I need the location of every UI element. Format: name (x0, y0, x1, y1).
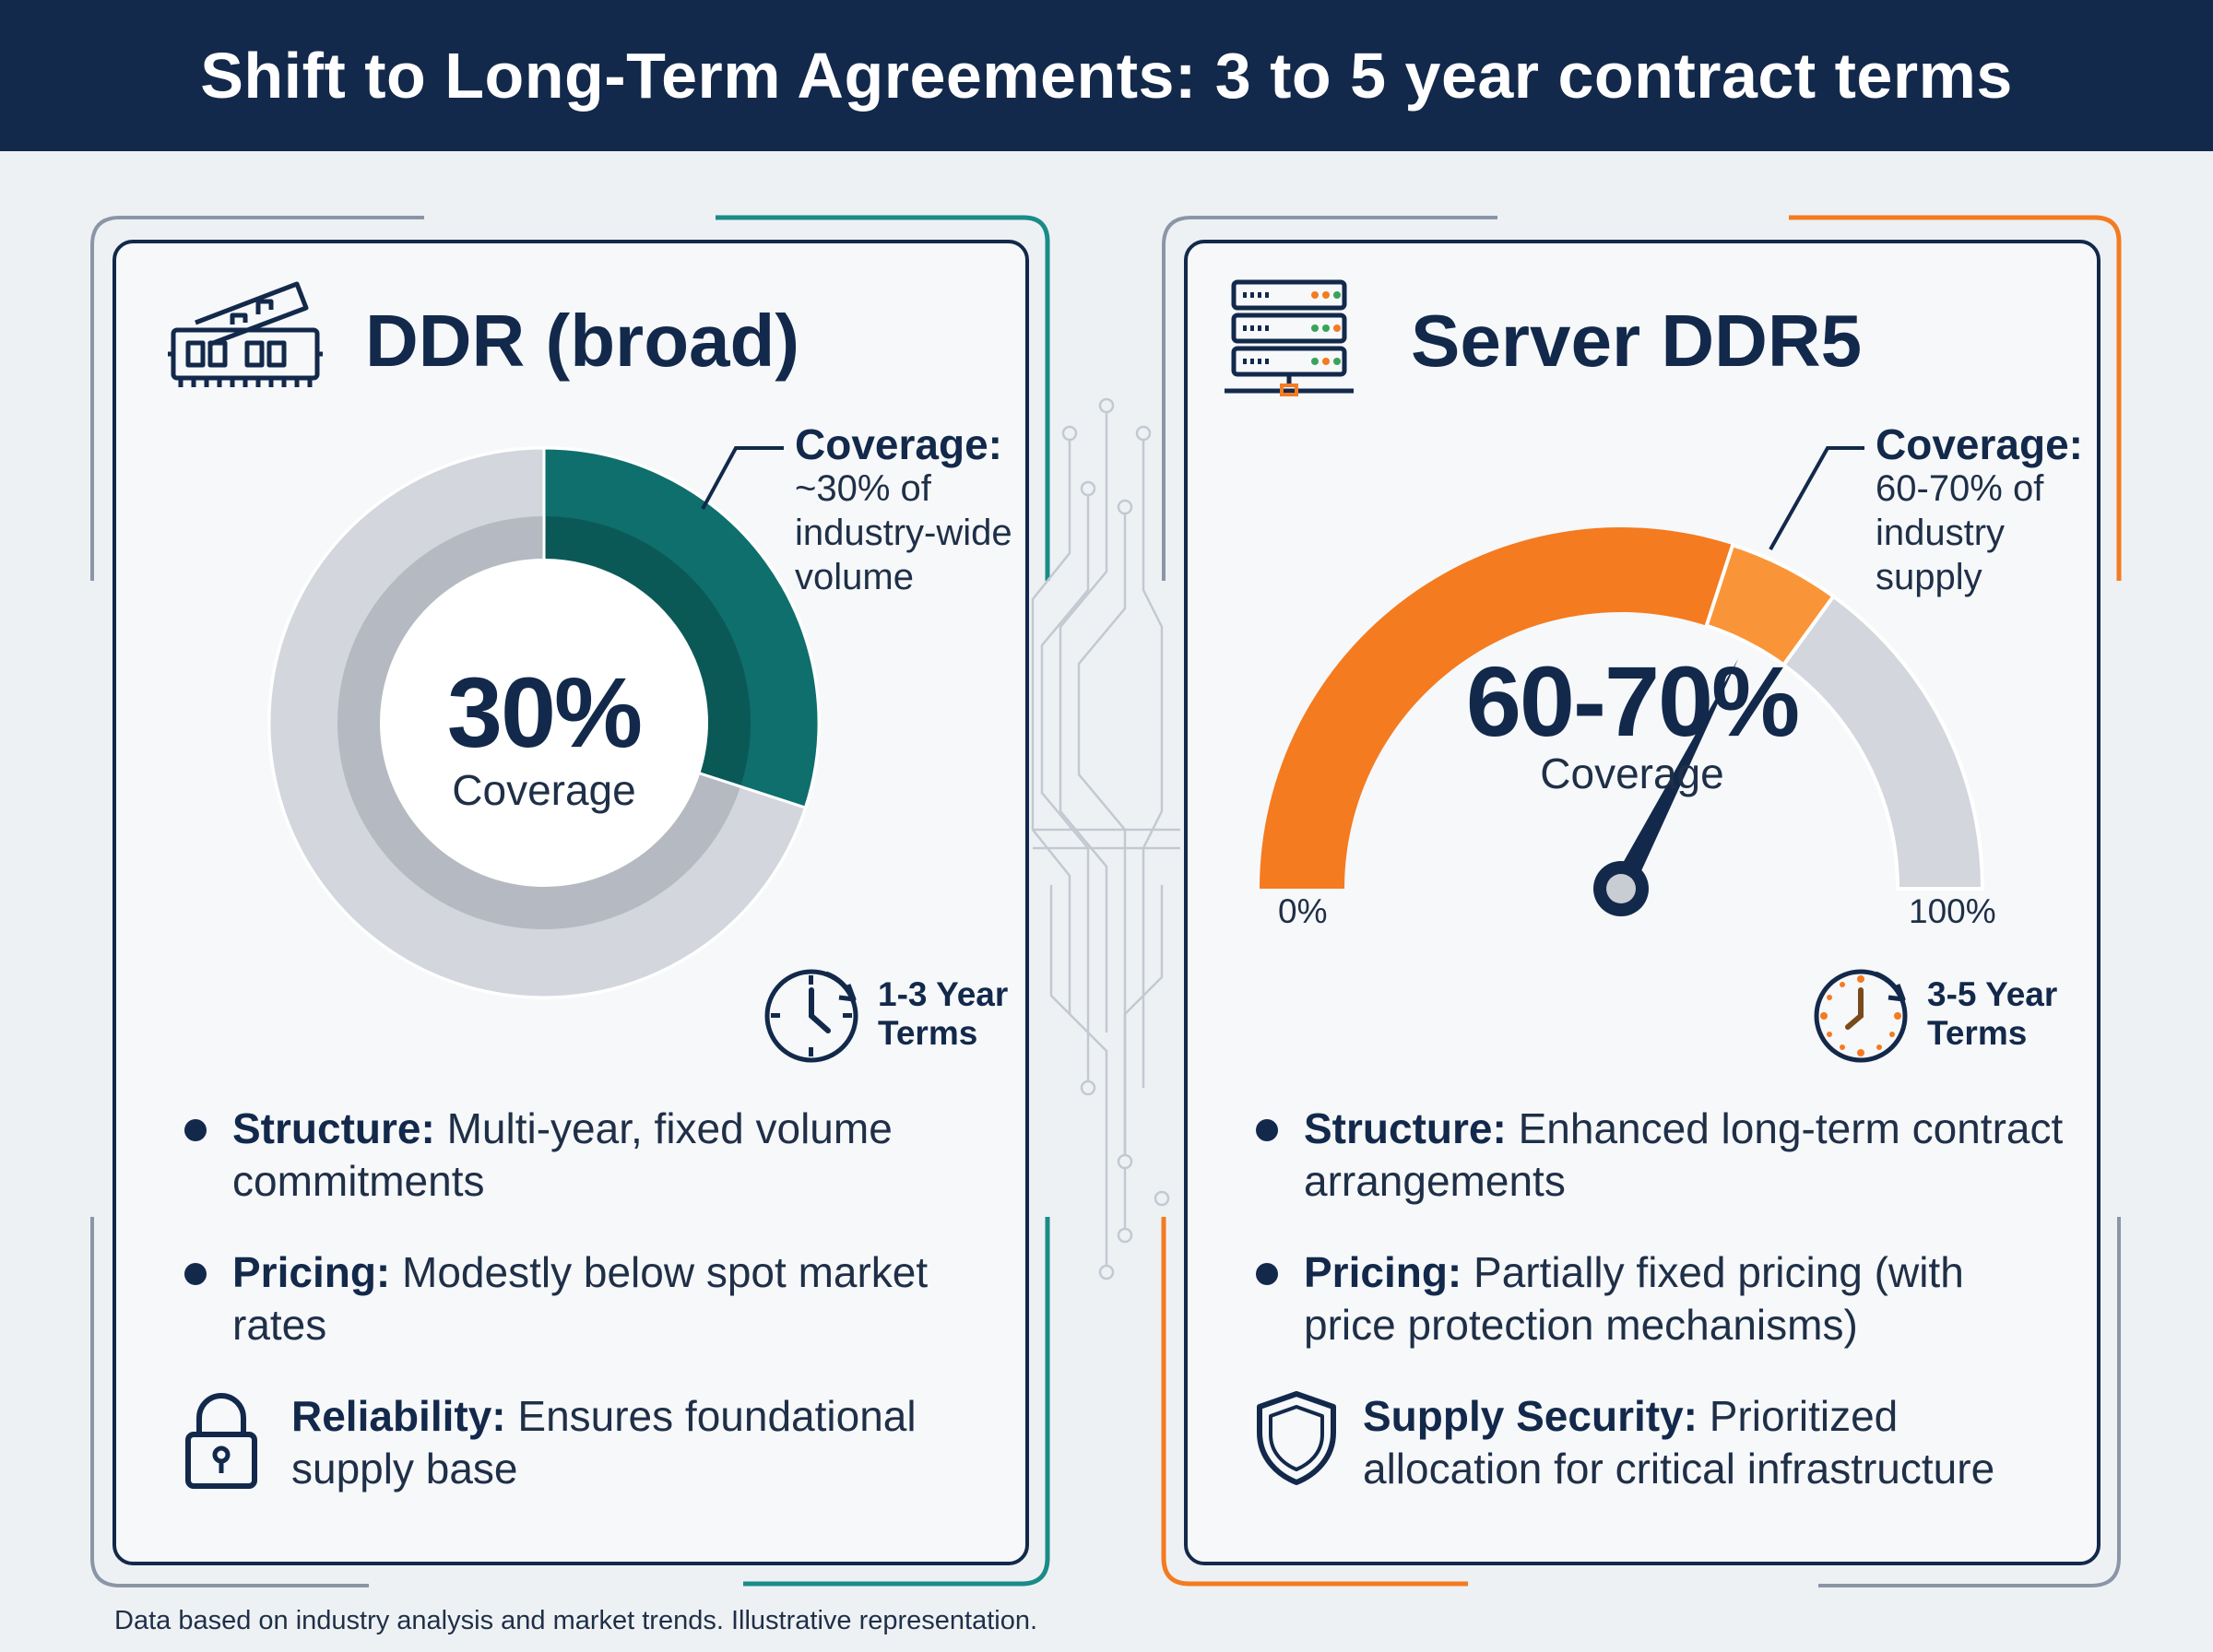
callout-leader-line (701, 446, 784, 510)
donut-inner-ring-covered (545, 516, 751, 785)
callout-line: 60-70% of (1876, 468, 2044, 509)
ddr-broad-card: DDR (broad) 30% Coverage Coverage: ~30% … (112, 240, 1029, 1565)
gauge-max-label: 100% (1909, 892, 1996, 930)
ddr-term-badge: 1-3 Year Terms (762, 962, 1025, 1066)
reliability-item: Reliability: Ensures foundational supply… (183, 1390, 994, 1495)
list-item: Pricing: Modestly below spot market rate… (183, 1246, 994, 1351)
term-label: 1-3 Year Terms (878, 975, 1025, 1053)
bullet-dot (184, 1263, 207, 1285)
feature-text: Prioritized allocation for critical infr… (1363, 1392, 1995, 1493)
feature-label: Supply Security: (1363, 1392, 1698, 1440)
bullet-label: Pricing: (1304, 1248, 1462, 1296)
ddr5-coverage-callout: Coverage: 60-70% of industry supply (1876, 422, 2083, 599)
feature-text: Ensures foundational supply base (291, 1392, 917, 1493)
donut-center-value: 30% (446, 656, 643, 768)
list-item: Pricing: Partially fixed pricing (with p… (1254, 1246, 2065, 1351)
bullet-dot (1256, 1263, 1278, 1285)
callout-title: Coverage: (1876, 420, 2083, 468)
ddr5-bullet-list: Structure: Enhanced long-term contract a… (1254, 1103, 2065, 1495)
bullet-dot (184, 1119, 207, 1141)
bullet-label: Structure: (232, 1104, 435, 1152)
term-line: Terms (878, 1014, 978, 1052)
ddr-bullet-list: Structure: Multi-year, fixed volume comm… (183, 1103, 994, 1495)
callout-line: supply (1876, 557, 1982, 597)
list-item: Structure: Enhanced long-term contract a… (1254, 1103, 2065, 1208)
term-line: 1-3 Year (878, 975, 1009, 1013)
bullet-text: Partially fixed pricing (with price prot… (1304, 1248, 1964, 1349)
page-header: Shift to Long-Term Agreements: 3 to 5 ye… (0, 0, 2213, 151)
callout-title: Coverage: (795, 420, 1002, 468)
gauge-segment-remaining (1781, 594, 1985, 891)
gauge-min-label: 0% (1278, 892, 1328, 930)
ddr-card-title: DDR (broad) (365, 300, 800, 382)
bullet-label: Structure: (1304, 1104, 1507, 1152)
shield-icon (1257, 1391, 1336, 1485)
callout-line: industry (1876, 513, 2006, 553)
gauge-center-label: Coverage (1540, 749, 1724, 797)
ddr5-term-badge: 3-5 Year Terms (1811, 962, 2075, 1066)
clock-icon (764, 969, 858, 1063)
ddr-coverage-donut-chart (267, 446, 821, 999)
memory-module-icon (168, 281, 323, 387)
gauge-center-value: 60-70% (1465, 645, 1800, 757)
supply-security-item: Supply Security: Prioritized allocation … (1254, 1390, 2065, 1495)
server-ddr5-card: Server DDR5 60-70% Coverage 0% 100% Cove… (1184, 240, 2101, 1565)
ddr5-coverage-gauge-chart (1260, 446, 1985, 916)
page-title: Shift to Long-Term Agreements: 3 to 5 ye… (200, 40, 2013, 112)
callout-line: volume (795, 557, 914, 597)
gauge-needle-hub-center (1606, 874, 1636, 903)
callout-line: industry-wide (795, 513, 1012, 553)
clock-icon (1814, 969, 1908, 1063)
server-rack-icon (1225, 279, 1354, 396)
bullet-text: Enhanced long-term contract arrangements (1304, 1104, 2064, 1205)
term-label: 3-5 Year Terms (1927, 975, 2075, 1053)
donut-center-label: Coverage (452, 766, 636, 814)
bullet-dot (1256, 1119, 1278, 1141)
padlock-icon (185, 1393, 257, 1489)
server-card-title: Server DDR5 (1411, 300, 1863, 382)
bullet-text: Modestly below spot market rates (232, 1248, 929, 1349)
donut-hole (382, 560, 706, 885)
ddr-coverage-callout: Coverage: ~30% of industry-wide volume (795, 422, 1012, 599)
gauge-needle (1611, 658, 1739, 894)
term-line: 3-5 Year (1927, 975, 2058, 1013)
callout-leader-line (1769, 446, 1864, 550)
list-item: Structure: Multi-year, fixed volume comm… (183, 1103, 994, 1208)
gauge-segment-covered (1260, 527, 1734, 889)
footnote: Data based on industry analysis and mark… (114, 1606, 1038, 1635)
bullet-text: Multi-year, fixed volume commitments (232, 1104, 893, 1205)
callout-line: ~30% of (795, 468, 931, 509)
feature-label: Reliability: (291, 1392, 506, 1440)
term-line: Terms (1927, 1014, 2028, 1052)
bullet-label: Pricing: (232, 1248, 391, 1296)
